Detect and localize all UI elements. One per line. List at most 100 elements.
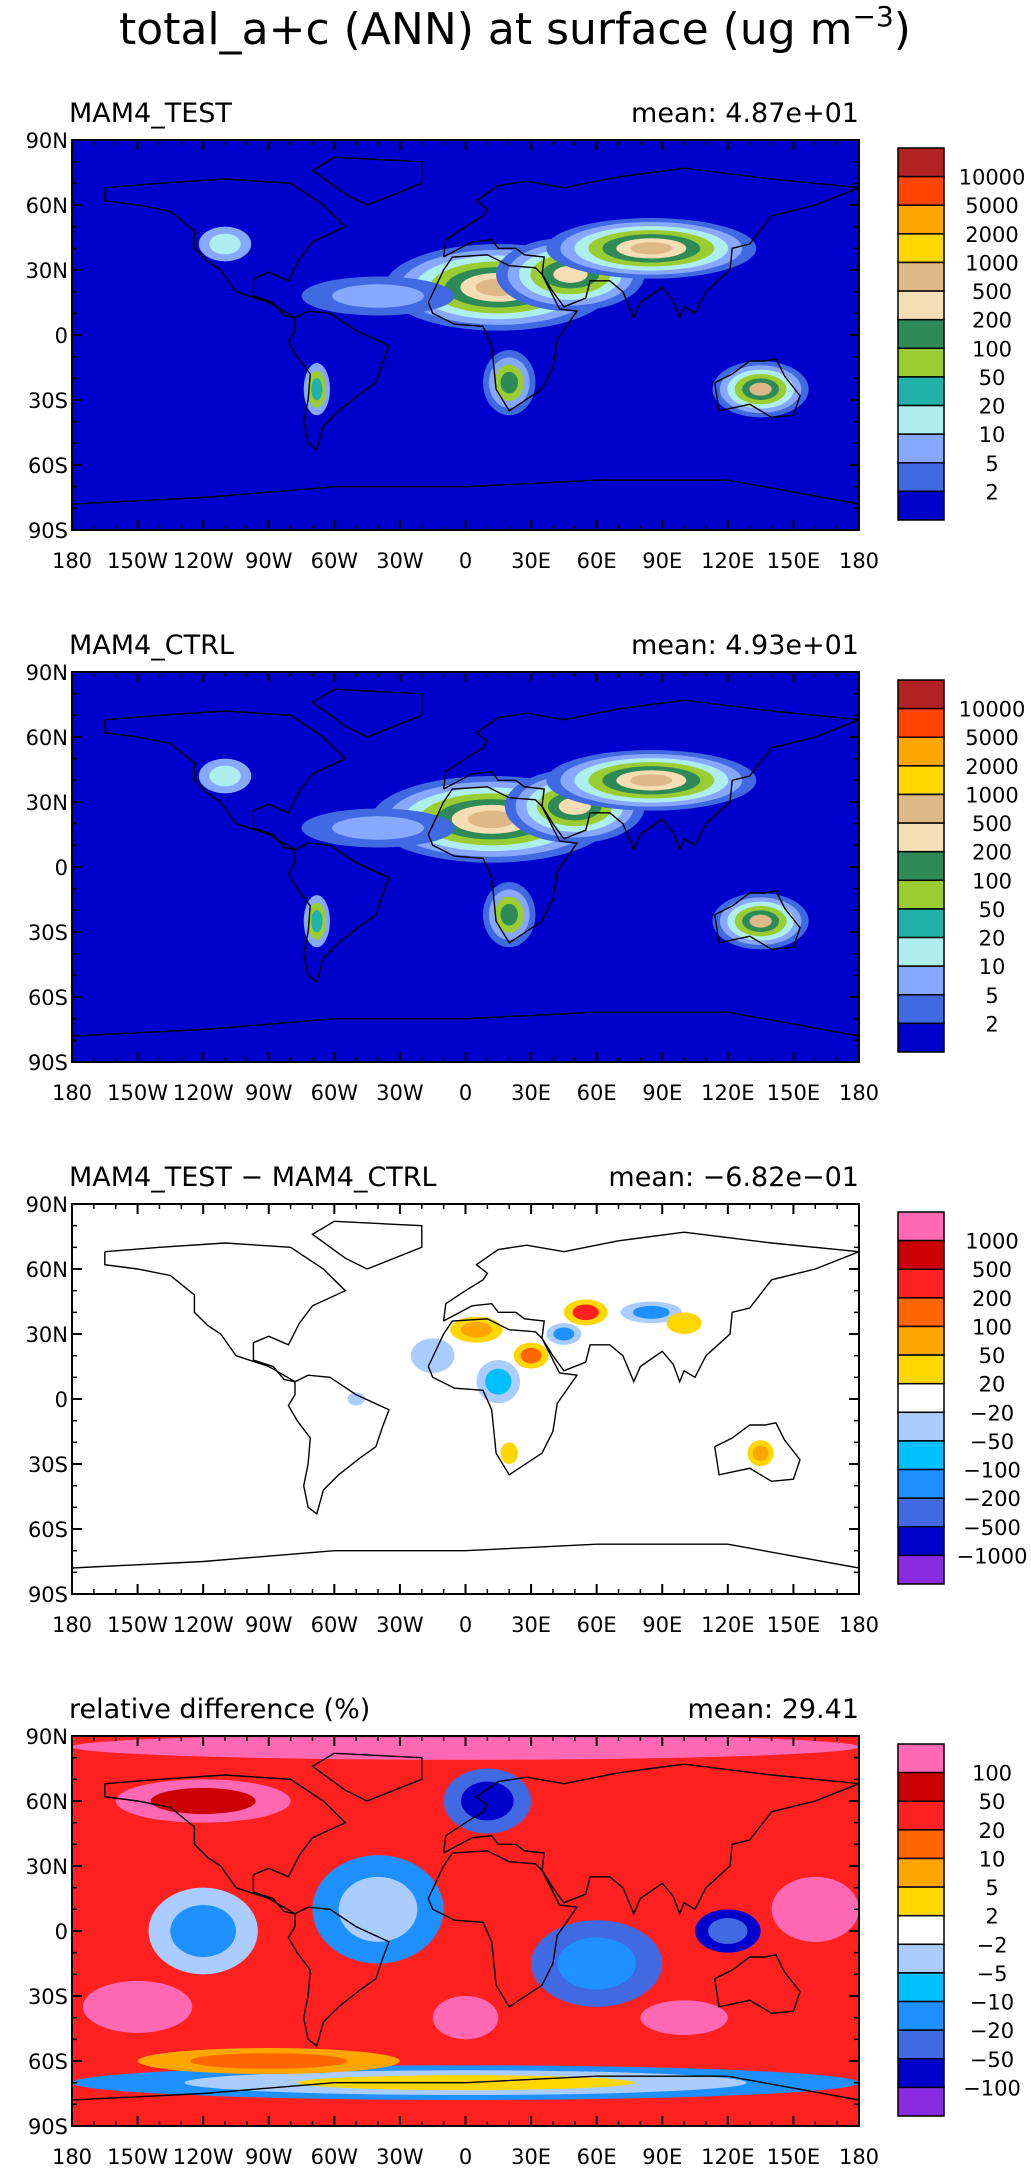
panel-3-colorbar-box-1: [897, 1239, 945, 1270]
panel-2-colorbar-box-7: [897, 879, 945, 910]
panel-2-colorbar-box-3: [897, 765, 945, 796]
panel-3-colorbar-box-12: [897, 1554, 945, 1585]
panel-3-coastline-4: [714, 1422, 801, 1483]
panel-4-colorbar-box-5: [897, 1886, 945, 1917]
panel-1-colorbar-box-12: [897, 490, 945, 521]
panel-4-title: relative difference (%): [69, 1694, 370, 1725]
panel-1-colorbar-box-2: [897, 204, 945, 235]
panel-1-colorbar-label-1: 5000: [965, 194, 1018, 218]
panel-2-field-0-6: [467, 810, 516, 828]
panel-2-colorbar-box-1: [897, 707, 945, 738]
panel-3-colorbar-label-5: 20: [979, 1373, 1006, 1397]
panel-1-colorbar-box-8: [897, 376, 945, 407]
panel-4-lon-label-11: 150E: [767, 2145, 820, 2169]
panel-1-lon-label-7: 30E: [511, 549, 551, 573]
panel-2-lon-label-0: 180: [52, 1081, 92, 1105]
panel-2-lon-label-3: 90W: [245, 1081, 293, 1105]
panel-3-colorbar-box-3: [897, 1297, 945, 1328]
panel-1-field-7-1: [332, 284, 424, 308]
panel-1-lat-label-4: 30S: [28, 389, 68, 413]
panel-3-coastline-5: [311, 1220, 423, 1270]
panel-2-lat-label-5: 60S: [28, 986, 68, 1010]
panel-4-colorbar-box-9: [897, 2000, 945, 2031]
panel-3-field-3-1: [520, 1347, 542, 1364]
panel-2-lon-label-8: 60E: [577, 1081, 617, 1105]
panel-1-colorbar-label-3: 1000: [965, 251, 1018, 275]
panel-3-title: MAM4_TEST − MAM4_CTRL: [69, 1162, 437, 1193]
panel-4-colorbar-box-7: [897, 1943, 945, 1974]
panel-3-lon-label-12: 180: [839, 1613, 879, 1637]
panel-1-coastline-2: [427, 254, 579, 412]
panel-2-lat-label-3: 0: [55, 856, 68, 880]
panel-4-colorbar-box-8: [897, 1972, 945, 2003]
panel-4-lat-label-1: 60N: [26, 1790, 68, 1814]
panel-1-field-2-6: [630, 242, 673, 255]
panel-1-lon-label-10: 120E: [701, 549, 754, 573]
panel-3-lon-label-6: 0: [459, 1613, 472, 1637]
panel-4-field-6-0: [82, 1980, 193, 2033]
panel-1-colorbar-label-11: 2: [985, 480, 998, 504]
panel-3-field-10-0: [347, 1392, 365, 1406]
figure-title-sup: −3: [853, 0, 894, 33]
panel-1-lon-label-9: 90E: [642, 549, 682, 573]
panel-3-coastline-2: [427, 1318, 579, 1476]
panel-4-field-1-1: [150, 1788, 256, 1814]
panel-1-coastline-3: [442, 167, 859, 320]
panel-3-field-7-0: [666, 1312, 702, 1334]
panel-2-lon-label-4: 60W: [311, 1081, 359, 1105]
panel-4-coastline-2: [427, 1850, 579, 2008]
panel-1-coastline-6: [72, 479, 859, 505]
panel-1-colorbar-label-5: 200: [972, 309, 1012, 333]
panel-4-colorbar-label-3: 10: [979, 1847, 1006, 1871]
panel-2-colorbar-box-0: [897, 679, 945, 710]
panel-3-field-5-1: [572, 1304, 599, 1321]
panel-4-lat-label-4: 30S: [28, 1985, 68, 2009]
panel-4-lon-label-7: 30E: [511, 2145, 551, 2169]
panel-2-lon-label-10: 120E: [701, 1081, 754, 1105]
panel-2-colorbar-label-4: 500: [972, 812, 1012, 836]
panel-4-field-9-0: [771, 1876, 859, 1942]
figure-title: total_a+c (ANN) at surface (ug m−3): [119, 0, 911, 55]
panel-1-map: [72, 140, 859, 530]
panel-4-colorbar-box-3: [897, 1829, 945, 1860]
panel-4-field-12-1: [190, 2053, 348, 2069]
panel-4-lon-label-6: 0: [459, 2145, 472, 2169]
panel-4-colorbar-label-8: −10: [970, 1991, 1014, 2015]
panel-2-coastline-1: [287, 842, 390, 983]
panel-3-colorbar-box-4: [897, 1325, 945, 1356]
panel-3-colorbar-label-9: −200: [963, 1487, 1021, 1511]
panel-2-map: [72, 672, 859, 1062]
panel-2-colorbar-label-5: 200: [972, 841, 1012, 865]
panel-3-lon-label-11: 150E: [767, 1613, 820, 1637]
panel-4-colorbar-box-0: [897, 1743, 945, 1774]
panel-1-lon-label-2: 120W: [173, 549, 234, 573]
panel-1-colorbar-box-10: [897, 433, 945, 464]
panel-1-colorbar-box-7: [897, 347, 945, 378]
panel-4-colorbar-box-6: [897, 1914, 945, 1946]
panel-3-colorbar-box-5: [897, 1354, 945, 1385]
panel-1-title: MAM4_TEST: [69, 98, 232, 129]
panel-4-mean: mean: 29.41: [687, 1694, 859, 1725]
panel-2-colorbar-label-8: 20: [979, 927, 1006, 951]
panel-2-colorbar-label-7: 50: [979, 898, 1006, 922]
panel-4-field-5-1: [557, 1937, 637, 1990]
panel-3-lon-label-8: 60E: [577, 1613, 617, 1637]
panel-3-field-6-1: [632, 1305, 670, 1319]
panel-2-colorbar-label-1: 5000: [965, 726, 1018, 750]
panel-1-colorbar-box-5: [897, 290, 945, 321]
panel-1-lon-label-8: 60E: [577, 549, 617, 573]
panel-3-lon-label-5: 30W: [376, 1613, 424, 1637]
panel-3-map: [72, 1204, 859, 1594]
panel-1-lat-label-5: 60S: [28, 454, 68, 478]
panel-3-lat-label-6: 90S: [28, 1583, 68, 1607]
panel-2-coastline-4: [714, 890, 801, 951]
panel-1-field-3-5: [749, 382, 772, 396]
panel-2-lat-label-2: 30N: [26, 791, 68, 815]
panel-2-field-5-2: [311, 910, 323, 933]
panel-1-lon-label-1: 150W: [107, 549, 168, 573]
panel-1-colorbar-box-1: [897, 175, 945, 206]
panel-3-colorbar-label-7: −50: [970, 1430, 1014, 1454]
panel-4-field-4-1: [170, 1905, 236, 1957]
panel-3-lat-label-1: 60N: [26, 1258, 68, 1282]
